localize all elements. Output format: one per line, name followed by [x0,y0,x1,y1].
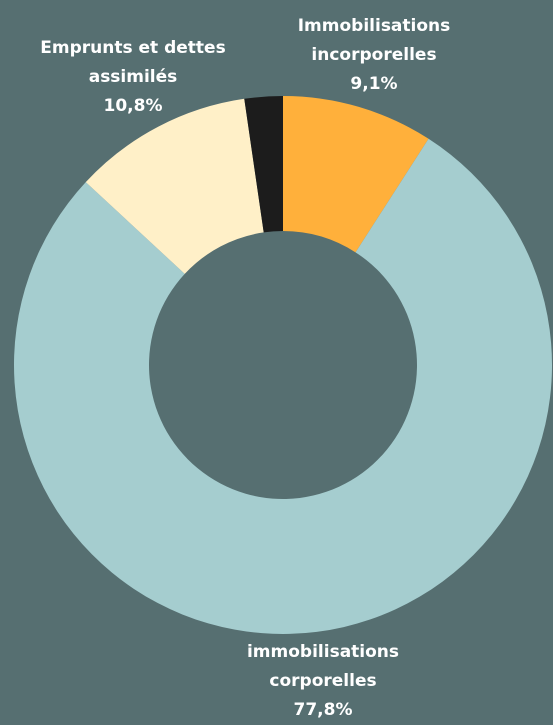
segment-value: 10,8% [103,96,163,116]
donut-segment [283,96,429,253]
segment-label: immobilisations corporelles 77,8% [228,638,418,725]
donut-segment [14,138,552,635]
segment-name: Emprunts et dettes assimilés [40,38,226,87]
segment-label: Immobilisations incorporelles 9,1% [279,12,469,99]
segment-value: 77,8% [293,700,353,720]
donut-segment [244,96,283,233]
segment-value: 9,1% [350,74,398,94]
segment-label: Emprunts et dettes assimilés 10,8% [38,34,228,121]
segment-name: Immobilisations incorporelles [297,16,451,65]
segment-name: immobilisations corporelles [246,642,400,691]
donut-segment [85,98,264,274]
